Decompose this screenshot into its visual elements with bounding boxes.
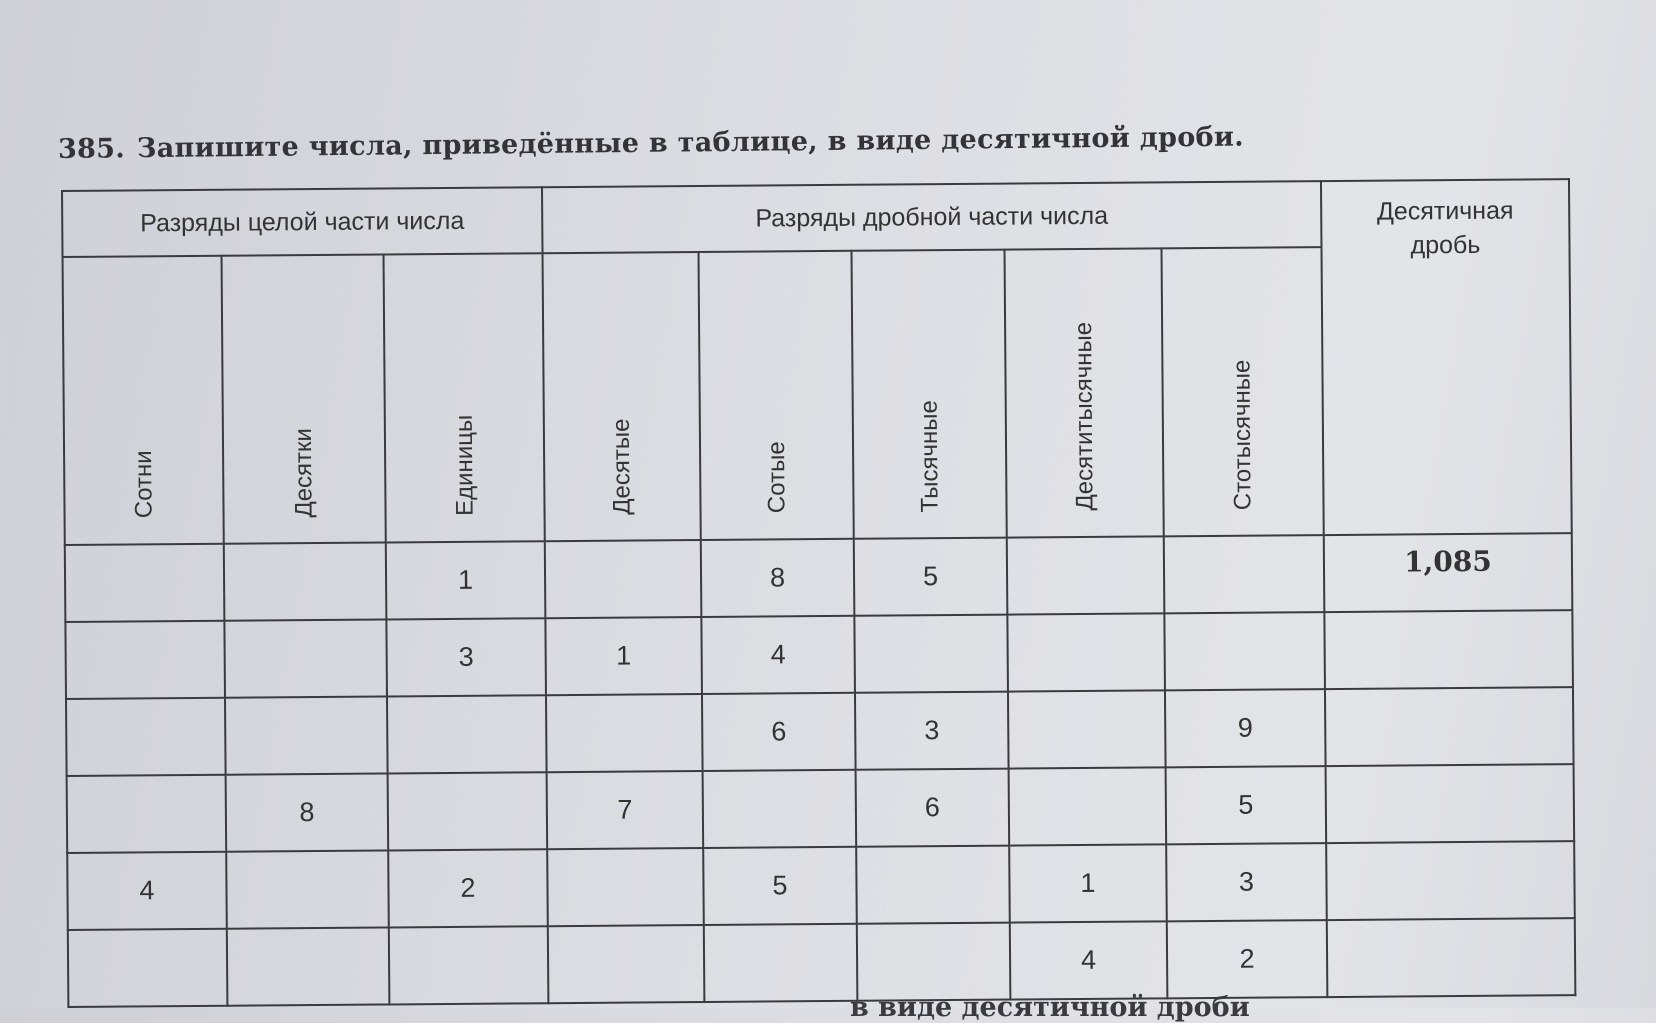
decimal-answer-cell[interactable] [1324, 610, 1573, 690]
digit-cell [854, 614, 1008, 693]
decimal-fraction-header: Десятичная дробь [1320, 179, 1572, 536]
column-header-label: Десятые [607, 418, 636, 515]
digit-cell [1007, 690, 1166, 769]
digit-cell [387, 772, 548, 851]
digit-cell [545, 693, 703, 773]
digit-cell: 1 [385, 541, 546, 620]
column-header: Единицы [383, 253, 545, 543]
digit-cell [65, 697, 226, 776]
column-header-label: Единицы [450, 414, 479, 516]
exercise-number: 385. [57, 133, 126, 165]
digit-cell [547, 847, 704, 927]
column-header: Тысячные [851, 249, 1007, 539]
digit-cell: 8 [225, 773, 389, 852]
digit-cell [223, 542, 387, 621]
digit-cell: 4 [701, 615, 855, 694]
digit-cell [544, 539, 702, 619]
decimal-answer-cell[interactable] [1325, 764, 1575, 844]
column-header-label: Десятитысячные [1069, 322, 1099, 512]
digit-cell [702, 769, 857, 848]
digit-cell [386, 695, 547, 774]
digit-cell [66, 774, 227, 853]
digit-cell: 3 [386, 618, 546, 697]
digit-cell: 2 [1166, 920, 1328, 999]
digit-cell [226, 850, 389, 929]
place-value-table: Разряды целой части числа Разряды дробно… [61, 178, 1576, 1008]
column-header: Десятки [221, 254, 386, 544]
decimal-answer-cell[interactable] [1326, 841, 1575, 921]
column-header: Стотысячные [1161, 247, 1324, 537]
exercise-instruction: Запишите числа, приведённые в таблице, в… [136, 121, 1245, 165]
digit-cell: 6 [855, 768, 1010, 847]
table-row: 1 8 5 1,085 [64, 533, 1573, 622]
digit-cell: 5 [853, 537, 1008, 616]
column-header-label: Десятки [289, 427, 318, 518]
digit-cell: 4 [1009, 921, 1168, 1000]
digit-cell [1007, 613, 1165, 692]
digit-cell: 1 [545, 616, 702, 696]
digit-cell: 5 [1165, 766, 1327, 845]
integer-part-header: Разряды целой части числа [62, 187, 543, 257]
digit-cell [1163, 535, 1325, 614]
column-header-label: Стотысячные [1228, 359, 1257, 510]
digit-cell [1008, 767, 1167, 846]
digit-cell [224, 619, 387, 698]
digit-cell [64, 543, 225, 622]
column-header: Десятые [542, 251, 701, 542]
decimal-answer-cell[interactable]: 1,085 [1323, 533, 1573, 613]
digit-cell: 4 [67, 851, 227, 930]
digit-cell: 2 [388, 849, 548, 928]
digit-cell [856, 845, 1010, 924]
digit-cell [65, 620, 225, 699]
digit-cell [1006, 536, 1165, 615]
column-header-label: Тысячные [915, 399, 944, 513]
column-header: Сотни [62, 255, 224, 545]
column-header-label: Сотые [762, 441, 791, 514]
digit-cell: 8 [700, 538, 855, 617]
digit-cell: 9 [1164, 689, 1326, 768]
digit-cell: 3 [1166, 843, 1327, 922]
decimal-answer-cell[interactable] [1326, 918, 1576, 998]
digit-cell [224, 696, 388, 775]
digit-cell: 5 [703, 846, 857, 925]
digit-cell [1164, 612, 1325, 691]
digit-cell: 1 [1009, 844, 1167, 923]
digit-cell [856, 922, 1011, 1001]
column-header-label: Сотни [129, 450, 158, 519]
exercise-heading: 385. Запишите числа, приведённые в таблиц… [58, 122, 1244, 165]
fraction-part-header: Разряды дробной части числа [541, 181, 1322, 254]
digit-cell [703, 923, 858, 1002]
digit-cell: 6 [701, 692, 856, 771]
digit-cell: 3 [854, 691, 1009, 770]
digit-cell: 7 [546, 770, 704, 850]
decimal-answer-cell[interactable] [1324, 687, 1574, 767]
column-header: Десятитысячные [1004, 248, 1164, 538]
table-row: 8 7 6 5 [66, 764, 1575, 853]
column-header: Сотые [698, 250, 854, 540]
